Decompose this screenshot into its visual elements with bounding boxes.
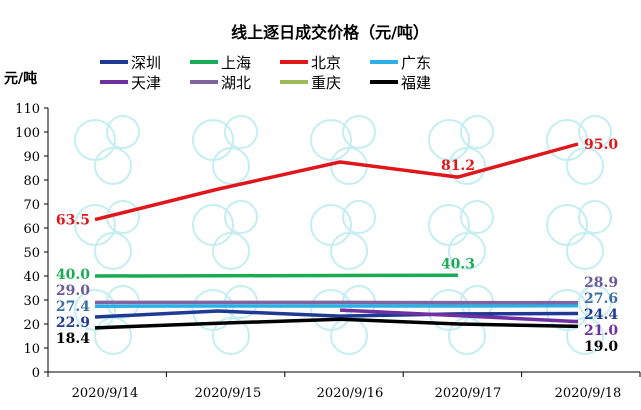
data-label: 28.9 bbox=[584, 275, 618, 291]
watermark-circle bbox=[578, 115, 612, 149]
legend-label: 深圳 bbox=[131, 54, 161, 72]
watermark-circle bbox=[460, 200, 494, 234]
data-label: 22.9 bbox=[56, 315, 90, 331]
data-label: 19.0 bbox=[584, 339, 618, 355]
data-label: 95.0 bbox=[584, 137, 618, 153]
y-tick-label: 100 bbox=[15, 126, 40, 141]
series-line-上海 bbox=[94, 273, 459, 278]
series-lines bbox=[94, 142, 579, 330]
data-label: 27.6 bbox=[584, 291, 618, 307]
watermark-circle bbox=[566, 317, 604, 355]
series-line-天津 bbox=[339, 308, 579, 324]
y-tick-label: 70 bbox=[23, 198, 40, 213]
y-tick-label: 0 bbox=[32, 366, 40, 381]
y-axis-label: 元/吨 bbox=[4, 70, 37, 87]
watermark-circle bbox=[342, 200, 376, 234]
data-label: 63.5 bbox=[56, 213, 90, 229]
data-labels: 63.5 40.029.027.422.918.4 95.0 28.927.624.4… bbox=[56, 137, 618, 355]
data-label: 40.0 bbox=[56, 267, 90, 283]
legend-label: 湖北 bbox=[221, 74, 251, 92]
watermark-circle bbox=[224, 115, 258, 149]
x-tick-label: 2020/9/15 bbox=[195, 386, 262, 401]
watermark-circle bbox=[342, 115, 376, 149]
series-line-深圳 bbox=[94, 309, 579, 319]
watermark-circle bbox=[212, 317, 250, 355]
x-tick-label: 2020/9/17 bbox=[435, 386, 502, 401]
y-tick-label: 40 bbox=[23, 270, 40, 285]
watermark-circle bbox=[106, 115, 140, 149]
legend-label: 重庆 bbox=[311, 74, 341, 92]
y-tick-label: 10 bbox=[23, 342, 40, 357]
axes: 0 10 20 30 40 50 60 70 80 90 100 110 2020/9/14 2020/9… bbox=[15, 102, 641, 401]
chart-title: 线上逐日成交价格（元/吨） bbox=[231, 23, 429, 42]
watermark-circle bbox=[330, 232, 368, 270]
legend-label: 天津 bbox=[131, 74, 161, 92]
watermark-circle bbox=[94, 317, 132, 355]
data-label: 40.3 bbox=[441, 256, 475, 272]
watermark-circle bbox=[566, 232, 604, 270]
watermark-circle bbox=[448, 317, 486, 355]
legend-label: 上海 bbox=[221, 54, 251, 72]
watermark-circle bbox=[224, 200, 258, 234]
data-label: 27.4 bbox=[56, 299, 90, 315]
watermark-circle bbox=[578, 285, 612, 319]
watermark-circle bbox=[212, 147, 250, 185]
y-tick-label: 90 bbox=[23, 150, 40, 165]
watermark-circle bbox=[448, 232, 486, 270]
x-tick-label: 2020/9/18 bbox=[555, 386, 622, 401]
series-line-福建 bbox=[94, 317, 579, 330]
data-label: 18.4 bbox=[56, 331, 90, 347]
watermark-circle bbox=[212, 232, 250, 270]
watermark-circle bbox=[448, 147, 486, 185]
legend-label: 福建 bbox=[401, 74, 431, 92]
x-tick-label: 2020/9/16 bbox=[317, 386, 384, 401]
y-tick-label: 30 bbox=[23, 294, 40, 309]
y-tick-label: 20 bbox=[23, 318, 40, 333]
y-tick-label: 110 bbox=[15, 102, 40, 117]
data-label: 81.2 bbox=[441, 158, 475, 174]
x-tick-label: 2020/9/14 bbox=[72, 386, 139, 401]
data-label: 24.4 bbox=[584, 307, 618, 323]
watermark-circle bbox=[460, 115, 494, 149]
legend-label: 广东 bbox=[401, 54, 431, 72]
series-line-北京 bbox=[94, 142, 579, 222]
y-tick-label: 50 bbox=[23, 246, 40, 261]
watermark-circle bbox=[94, 147, 132, 185]
data-label: 21.0 bbox=[584, 323, 618, 339]
y-tick-label: 60 bbox=[23, 222, 40, 237]
watermark-circle bbox=[94, 232, 132, 270]
watermark-circle bbox=[330, 317, 368, 355]
watermark-circle bbox=[578, 200, 612, 234]
data-label: 29.0 bbox=[56, 283, 90, 299]
y-tick-label: 80 bbox=[23, 174, 40, 189]
legend-label: 北京 bbox=[311, 54, 341, 72]
watermark-circle bbox=[566, 147, 604, 185]
